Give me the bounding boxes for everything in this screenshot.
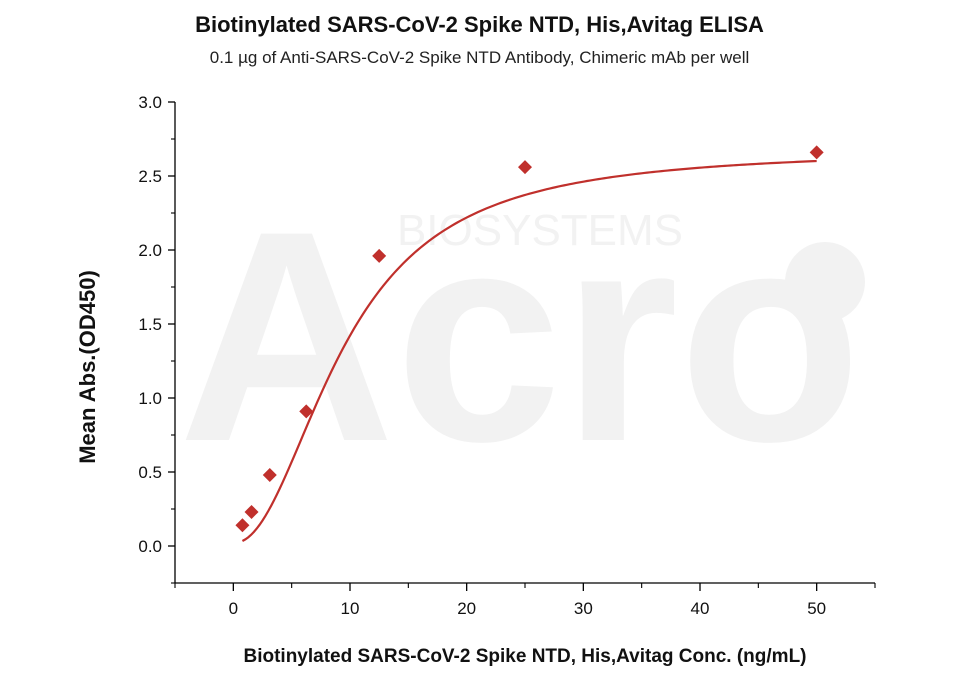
fit-curve-layer xyxy=(241,159,817,542)
x-tick-label: 40 xyxy=(691,599,710,618)
watermark-tagline: BIOSYSTEMS xyxy=(397,206,683,255)
y-tick-label: 2.5 xyxy=(138,167,162,186)
x-axis-title: Biotinylated SARS-CoV-2 Spike NTD, His,A… xyxy=(243,646,806,667)
data-point xyxy=(235,518,250,533)
y-axis-title: Mean Abs.(OD450) xyxy=(75,270,100,464)
y-tick-label: 2.0 xyxy=(138,241,162,260)
data-point xyxy=(262,467,277,482)
chart-title: Biotinylated SARS-CoV-2 Spike NTD, His,A… xyxy=(195,12,764,37)
x-tick-label: 20 xyxy=(457,599,476,618)
x-tick-label: 0 xyxy=(229,599,238,618)
chart-subtitle: 0.1 µg of Anti-SARS-CoV-2 Spike NTD Anti… xyxy=(209,48,750,67)
data-points xyxy=(235,145,824,533)
y-tick-label: 0.0 xyxy=(138,537,162,556)
data-point xyxy=(809,145,824,160)
data-point xyxy=(244,504,259,519)
x-tick-label: 30 xyxy=(574,599,593,618)
watermark: Acro BIOSYSTEMS xyxy=(178,168,865,504)
axes: 0.0 0.5 1.0 1.5 2.0 2.5 3.0 0 10 20 30 40 50 xyxy=(138,93,876,618)
y-tick-label: 1.5 xyxy=(138,315,162,334)
watermark-brand: Acro xyxy=(178,168,862,504)
watermark-dot xyxy=(785,242,865,322)
data-point xyxy=(299,404,314,419)
x-tick-label: 10 xyxy=(341,599,360,618)
data-point xyxy=(372,248,387,263)
y-tick-label: 1.0 xyxy=(138,389,162,408)
data-point xyxy=(518,160,532,175)
y-tick-label: 3.0 xyxy=(138,93,162,112)
fit-curve xyxy=(241,159,817,542)
y-tick-label: 0.5 xyxy=(138,463,162,482)
x-tick-label: 50 xyxy=(807,599,826,618)
